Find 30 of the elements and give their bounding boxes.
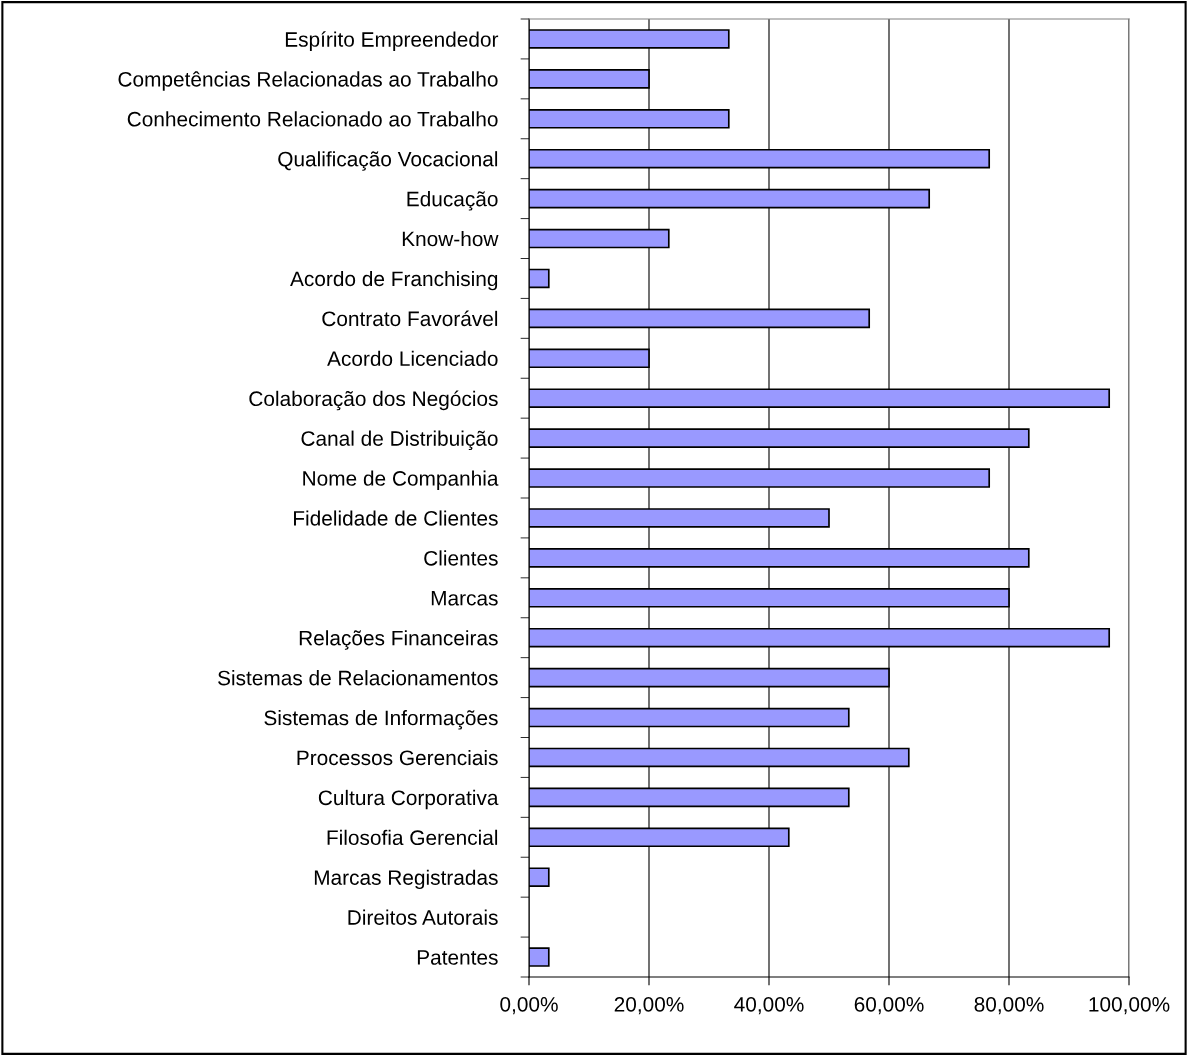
y-tick-label: Educação <box>407 191 498 211</box>
x-tick-label: 80,00% <box>974 996 1044 1015</box>
y-tick-label: Processos Gerenciais <box>297 749 498 766</box>
y-tick-label: Conhecimento Relacionado ao Trabalho <box>127 111 498 127</box>
x-tick-label: 40,00% <box>734 996 804 1015</box>
y-tick-label: Relações Financeiras <box>299 630 498 650</box>
y-tick-label: Colaboração dos Negócios <box>249 390 498 411</box>
y-tick-label: Nome de Companhia <box>303 470 499 490</box>
x-tick-label: 100,00% <box>1089 996 1170 1015</box>
y-tick-label: Contrato Favorável <box>322 310 498 327</box>
y-tick-label: Canal de Distribuição <box>301 430 498 451</box>
y-tick-label: Fidelidade de Clientes <box>294 510 498 526</box>
y-tick-label: Sistemas de Informações <box>264 709 498 730</box>
y-tick-label: Patentes <box>417 950 498 965</box>
x-tick-label: 0,00% <box>500 996 558 1015</box>
y-tick-label: Cultura Corporativa <box>318 789 499 810</box>
y-tick-label: Filosofia Gerencial <box>327 829 498 846</box>
y-tick-label: Marcas <box>431 591 498 606</box>
y-tick-label: Sistemas de Relacionamentos <box>218 670 498 686</box>
y-tick-label: Know-how <box>402 230 499 247</box>
y-tick-label: Direitos Autorais <box>348 909 498 925</box>
y-tick-label: Clientes <box>424 550 498 566</box>
y-tick-label: Acordo Licenciado <box>327 350 498 367</box>
x-tick-label: 60,00% <box>854 996 924 1015</box>
x-tick-label: 20,00% <box>614 996 684 1015</box>
y-tick-label: Marcas Registradas <box>314 869 498 890</box>
y-tick-label: Qualificação Vocacional <box>278 151 498 171</box>
y-tick-label: Competências Relacionadas ao Trabalho <box>118 71 498 91</box>
y-tick-label: Espírito Empreendedor <box>285 31 499 51</box>
y-tick-label: Acordo de Franchising <box>290 270 498 291</box>
